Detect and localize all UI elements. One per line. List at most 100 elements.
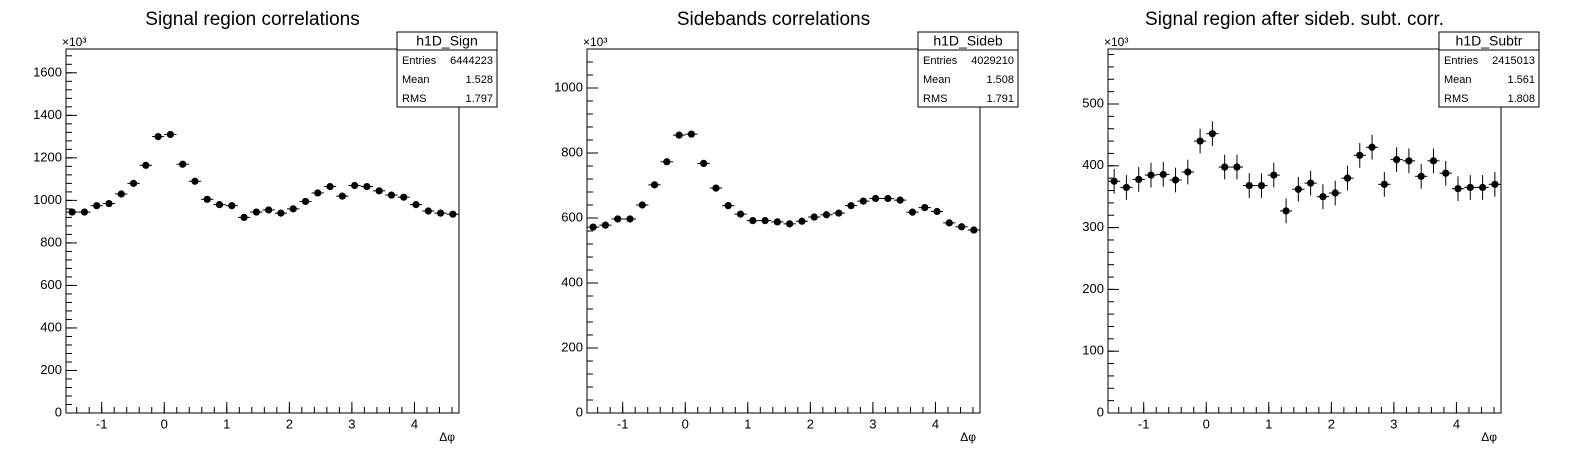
data-point [736, 210, 745, 218]
x-tick-label: 2 [1328, 416, 1335, 431]
x-tick-label: 0 [682, 416, 689, 431]
data-point [1245, 181, 1253, 190]
y-tick-label: 0 [576, 404, 583, 419]
data-point [1122, 183, 1131, 192]
data-point [1221, 163, 1229, 171]
data-point [1393, 156, 1401, 164]
data-point [314, 189, 322, 197]
stats-title: h1D_Sign [416, 33, 478, 49]
data-point [1135, 175, 1143, 183]
y-tick-label: 600 [561, 209, 583, 224]
x-axis-label: Δφ [1481, 430, 1497, 444]
data-point [810, 213, 818, 221]
data-point [847, 202, 855, 210]
data-point [933, 207, 941, 216]
stats-box [917, 31, 1019, 108]
data-point [822, 211, 831, 219]
data-point [1442, 169, 1450, 177]
y-tick-label: 400 [40, 319, 62, 334]
data-point [675, 131, 683, 139]
y-multiplier: ×10³ [583, 35, 607, 49]
x-axis-label: Δφ [439, 430, 455, 444]
chart-title: Signal region after sideb. subt. corr. [1145, 9, 1444, 30]
data-point [638, 201, 646, 209]
y-tick-label: 200 [1082, 281, 1104, 296]
x-tick-label: 1 [744, 416, 751, 431]
data-point [921, 204, 929, 212]
stats-title: h1D_Subtr [1456, 33, 1523, 49]
data-point [1343, 174, 1352, 182]
data-point [859, 197, 867, 205]
x-tick-label: 2 [286, 416, 293, 431]
data-point [301, 197, 310, 206]
y-tick-label: 1400 [33, 107, 62, 122]
data-point [1478, 183, 1487, 192]
data-point [1171, 176, 1180, 184]
data-point [614, 215, 622, 223]
x-tick-label: 0 [161, 416, 168, 431]
stats-key: Mean [923, 74, 951, 86]
panel: Sidebands correlations Δφ ×10³ -1 0 1 2 3 4 0 200 4… [554, 9, 1019, 444]
data-point [228, 202, 236, 210]
data-point [1405, 157, 1413, 165]
data-point [1331, 189, 1339, 197]
x-tick-label: 4 [411, 416, 418, 431]
data-point [387, 191, 396, 199]
data-point [1159, 170, 1167, 179]
data-point [773, 218, 781, 226]
data-point [589, 223, 597, 231]
data-point [117, 190, 125, 198]
data-point [93, 202, 101, 210]
data-point [700, 159, 708, 167]
data-point [400, 193, 408, 201]
y-tick-label: 1600 [33, 64, 62, 79]
data-point [970, 226, 978, 234]
y-tick-label: 800 [561, 144, 583, 159]
data-point [1196, 137, 1204, 145]
data-point [289, 205, 297, 213]
y-tick-label: 1000 [554, 79, 583, 94]
data-point [240, 213, 248, 221]
y-multiplier: ×10³ [62, 35, 86, 49]
data-point [179, 160, 187, 168]
stats-key: Mean [1444, 74, 1472, 86]
data-point [650, 181, 659, 189]
data-point [1257, 181, 1266, 190]
frame [65, 48, 460, 414]
data-point [1380, 180, 1388, 188]
data-point [957, 223, 966, 231]
stats-box [1438, 31, 1540, 108]
stats-value: 4029210 [971, 55, 1014, 67]
data-point [449, 210, 457, 218]
data-point [1110, 177, 1118, 185]
stats-value: 1.791 [986, 93, 1014, 105]
y-tick-label: 800 [40, 234, 62, 249]
x-tick-label: 1 [1265, 416, 1272, 431]
data-point [724, 202, 732, 210]
chart-title: Signal region correlations [145, 9, 359, 30]
stats-value: 2415013 [1492, 55, 1535, 67]
y-tick-label: 1200 [33, 149, 62, 164]
stats-value: 1.808 [1507, 93, 1535, 105]
stats-key: RMS [923, 93, 947, 105]
data-point [351, 181, 359, 190]
y-tick-label: 600 [40, 277, 62, 292]
y-tick-label: 400 [1082, 157, 1104, 172]
data-point [154, 132, 162, 141]
x-tick-label: -1 [617, 416, 629, 431]
data-point [80, 208, 89, 216]
data-point [1466, 183, 1474, 192]
data-point [215, 201, 224, 209]
stats-value: 1.561 [1507, 74, 1535, 86]
data-point [1184, 168, 1192, 176]
y-tick-label: 200 [561, 339, 583, 354]
stats-key: RMS [402, 93, 426, 105]
panel: Signal region after sideb. subt. corr. Δφ… [1082, 9, 1540, 444]
data-point [277, 209, 285, 217]
y-tick-label: 500 [1082, 95, 1104, 110]
data-point [601, 221, 610, 229]
data-point [338, 192, 346, 200]
data-point [265, 206, 273, 214]
x-tick-label: 2 [807, 416, 814, 431]
